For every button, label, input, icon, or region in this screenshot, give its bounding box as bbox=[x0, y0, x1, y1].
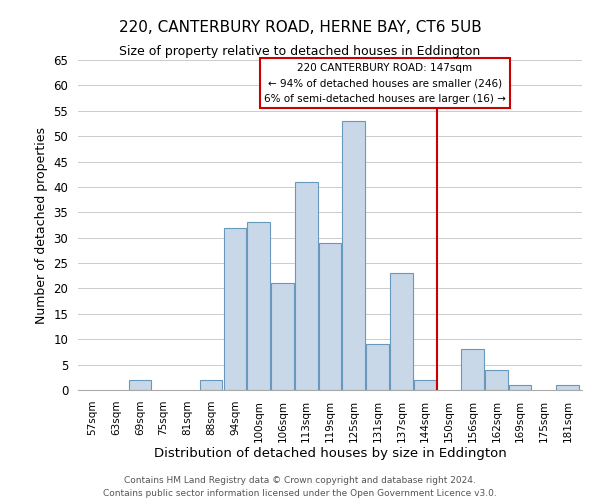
Bar bbox=[390, 273, 413, 390]
Text: 220, CANTERBURY ROAD, HERNE BAY, CT6 5UB: 220, CANTERBURY ROAD, HERNE BAY, CT6 5UB bbox=[119, 20, 481, 35]
X-axis label: Distribution of detached houses by size in Eddington: Distribution of detached houses by size … bbox=[154, 448, 506, 460]
Text: Size of property relative to detached houses in Eddington: Size of property relative to detached ho… bbox=[119, 45, 481, 58]
Bar bbox=[128, 380, 151, 390]
Bar bbox=[343, 121, 365, 390]
Bar bbox=[295, 182, 317, 390]
Text: Contains HM Land Registry data © Crown copyright and database right 2024.
Contai: Contains HM Land Registry data © Crown c… bbox=[103, 476, 497, 498]
Bar bbox=[200, 380, 223, 390]
Bar bbox=[271, 284, 294, 390]
Bar bbox=[461, 350, 484, 390]
Bar bbox=[366, 344, 389, 390]
Y-axis label: Number of detached properties: Number of detached properties bbox=[35, 126, 48, 324]
Bar bbox=[556, 385, 579, 390]
Text: 220 CANTERBURY ROAD: 147sqm
← 94% of detached houses are smaller (246)
6% of sem: 220 CANTERBURY ROAD: 147sqm ← 94% of det… bbox=[264, 62, 506, 104]
Bar bbox=[224, 228, 246, 390]
Bar bbox=[485, 370, 508, 390]
Bar bbox=[414, 380, 436, 390]
Bar bbox=[247, 222, 270, 390]
Bar bbox=[509, 385, 532, 390]
Bar bbox=[319, 243, 341, 390]
